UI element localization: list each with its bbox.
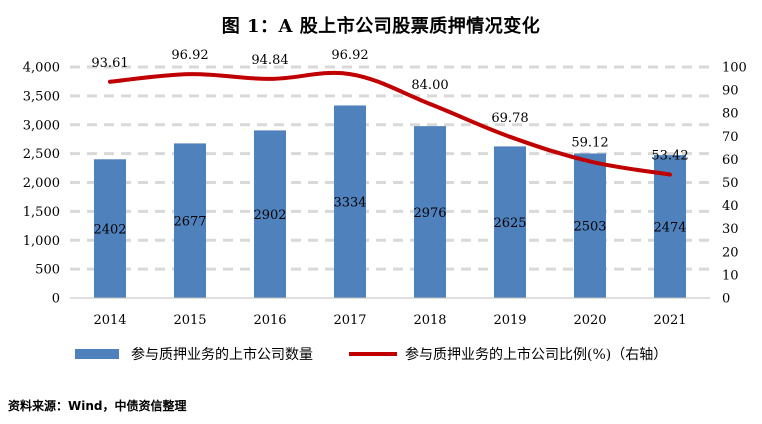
- x-axis-tick-label: 2016: [253, 313, 286, 328]
- bar-value-label: 3334: [333, 196, 366, 211]
- bar-value-label: 2677: [173, 215, 206, 230]
- bar: [334, 105, 366, 298]
- right-axis-tick-label: 90: [722, 84, 739, 99]
- right-axis-tick-label: 50: [722, 176, 739, 191]
- legend-item-line: 参与质押业务的上市公司比例(%)（右轴）: [313, 344, 667, 364]
- bar-value-label: 2474: [653, 221, 686, 236]
- x-axis-tick-label: 2015: [173, 313, 206, 328]
- right-axis-tick-label: 80: [722, 107, 739, 122]
- line-value-label: 53.42: [651, 149, 688, 164]
- x-axis-tick-label: 2020: [573, 313, 606, 328]
- right-axis-tick-label: 60: [722, 153, 739, 168]
- left-axis-tick-label: 3,000: [23, 118, 60, 133]
- line-value-label: 69.78: [491, 111, 528, 126]
- legend-swatch-bar: [75, 349, 119, 359]
- chart-title: 图 1：A 股上市公司股票质押情况变化: [221, 16, 541, 37]
- line-value-label: 84.00: [411, 78, 448, 93]
- right-axis-tick-label: 30: [722, 222, 739, 237]
- bar: [254, 130, 286, 298]
- line-value-label: 94.84: [251, 53, 288, 68]
- bar: [174, 143, 206, 298]
- bar: [574, 153, 606, 298]
- line-value-label: 96.92: [171, 48, 208, 63]
- left-axis-tick-label: 2,000: [23, 176, 60, 191]
- right-axis-tick-label: 0: [722, 292, 730, 307]
- right-axis-tick-label: 100: [722, 61, 747, 76]
- bar-value-label: 2402: [93, 223, 126, 238]
- bar: [654, 155, 686, 298]
- left-axis-tick-label: 1,500: [23, 205, 60, 220]
- legend-label-line: 参与质押业务的上市公司比例(%)（右轴）: [405, 347, 668, 363]
- line-value-label: 96.92: [331, 48, 368, 63]
- line-value-label: 59.12: [571, 135, 608, 150]
- right-axis-tick-label: 10: [722, 268, 739, 283]
- bar-value-label: 2902: [253, 208, 286, 223]
- bar: [94, 159, 126, 298]
- left-axis-tick-label: 4,000: [23, 61, 60, 76]
- x-axis-tick-label: 2019: [493, 313, 526, 328]
- bar-value-label: 2976: [413, 206, 446, 221]
- x-axis-tick-label: 2018: [413, 313, 446, 328]
- legend-label-bar: 参与质押业务的上市公司数量: [131, 347, 313, 363]
- bar-value-label: 2503: [573, 220, 606, 235]
- bar: [414, 126, 446, 298]
- right-axis-tick-label: 40: [722, 199, 739, 214]
- source-note: 资料来源：Wind，中债资信整理: [8, 399, 187, 413]
- chart-plot: 2402 2677 2902 3334 2976 2625 2503 2474 93.61 96.…: [23, 48, 747, 328]
- line-series: [108, 70, 672, 177]
- left-axis-tick-label: 3,500: [23, 89, 60, 104]
- line-value-label: 93.61: [91, 56, 128, 71]
- x-axis-tick-label: 2021: [653, 313, 686, 328]
- legend: 参与质押业务的上市公司数量 参与质押业务的上市公司比例(%)（右轴）: [75, 344, 667, 364]
- left-axis-tick-label: 0: [52, 292, 60, 307]
- left-axis-tick-label: 2,500: [23, 147, 60, 162]
- bar-value-label: 2625: [493, 216, 526, 231]
- left-axis-tick-label: 500: [35, 263, 60, 278]
- x-axis-tick-label: 2017: [333, 313, 366, 328]
- right-axis-tick-label: 20: [722, 245, 739, 260]
- legend-swatch-line: [349, 352, 397, 356]
- x-axis-tick-label: 2014: [93, 313, 126, 328]
- bar: [494, 146, 526, 298]
- right-axis-tick-label: 70: [722, 130, 739, 145]
- legend-item-bar: 参与质押业务的上市公司数量: [75, 344, 313, 364]
- left-axis-tick-label: 1,000: [23, 234, 60, 249]
